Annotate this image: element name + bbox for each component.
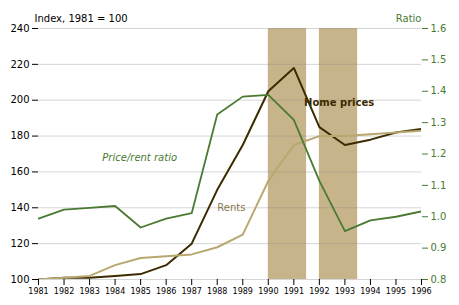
svg-text:1996: 1996 <box>411 287 431 296</box>
svg-text:1984: 1984 <box>105 287 125 296</box>
svg-text:1982: 1982 <box>54 287 74 296</box>
svg-text:1993: 1993 <box>335 287 355 296</box>
svg-text:1986: 1986 <box>156 287 176 296</box>
svg-text:200: 200 <box>10 94 29 105</box>
svg-text:Index, 1981 = 100: Index, 1981 = 100 <box>35 13 128 24</box>
svg-text:1995: 1995 <box>386 287 406 296</box>
svg-text:1991: 1991 <box>284 287 304 296</box>
svg-text:Rents: Rents <box>217 202 245 213</box>
svg-text:1988: 1988 <box>207 287 227 296</box>
svg-text:1.3: 1.3 <box>431 117 447 128</box>
svg-text:1981: 1981 <box>28 287 48 296</box>
svg-text:120: 120 <box>10 238 29 249</box>
svg-text:1.0: 1.0 <box>431 211 447 222</box>
svg-text:1.4: 1.4 <box>431 85 447 96</box>
svg-text:1990: 1990 <box>258 287 278 296</box>
svg-text:240: 240 <box>10 23 29 34</box>
svg-text:1.5: 1.5 <box>431 54 447 65</box>
svg-text:0.8: 0.8 <box>431 274 447 285</box>
svg-text:220: 220 <box>10 59 29 70</box>
svg-text:1989: 1989 <box>233 287 253 296</box>
svg-text:1983: 1983 <box>79 287 99 296</box>
svg-text:1.6: 1.6 <box>431 23 447 34</box>
svg-text:1.1: 1.1 <box>431 180 447 191</box>
svg-text:1.2: 1.2 <box>431 148 447 159</box>
svg-text:Ratio: Ratio <box>396 13 422 24</box>
svg-text:140: 140 <box>10 202 29 213</box>
svg-text:180: 180 <box>10 130 29 141</box>
svg-text:160: 160 <box>10 166 29 177</box>
svg-text:100: 100 <box>10 274 29 285</box>
svg-text:1985: 1985 <box>130 287 150 296</box>
svg-text:1994: 1994 <box>360 287 380 296</box>
svg-text:Price/rent ratio: Price/rent ratio <box>102 152 177 163</box>
svg-text:1992: 1992 <box>309 287 329 296</box>
svg-text:0.9: 0.9 <box>431 242 447 253</box>
svg-text:Home prices: Home prices <box>304 97 374 108</box>
svg-text:1987: 1987 <box>182 287 202 296</box>
